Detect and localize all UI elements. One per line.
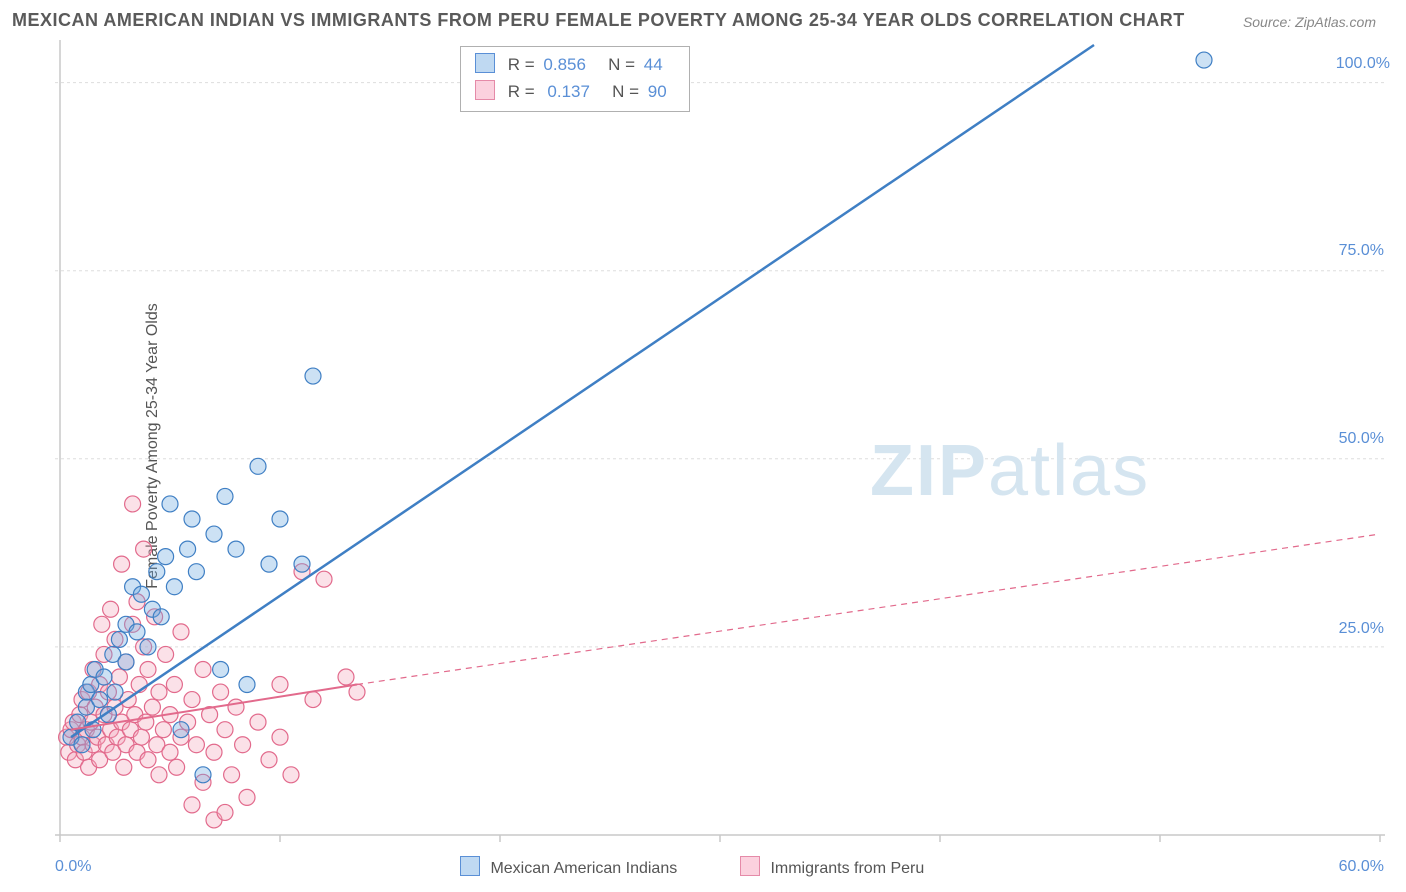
stats-box: R = 0.856 N = 44 R = 0.137 N = 90 — [460, 46, 690, 112]
legend-swatch-pink-icon — [740, 856, 760, 876]
r-value-blue: 0.856 — [543, 55, 586, 74]
y-axis-label-75: 75.0% — [1339, 242, 1384, 260]
chart-svg — [55, 40, 1385, 850]
y-axis-label-100: 100.0% — [1336, 55, 1390, 73]
stats-row-blue: R = 0.856 N = 44 — [475, 51, 675, 78]
stats-row-pink: R = 0.137 N = 90 — [475, 78, 675, 105]
n-value-blue: 44 — [644, 55, 663, 74]
swatch-blue-icon — [475, 53, 495, 73]
chart-container: MEXICAN AMERICAN INDIAN VS IMMIGRANTS FR… — [0, 0, 1406, 892]
r-label-blue: R = — [508, 55, 535, 74]
plot-area — [55, 40, 1385, 850]
legend-swatch-blue-icon — [460, 856, 480, 876]
legend-label-pink: Immigrants from Peru — [770, 860, 924, 877]
source-label: Source: ZipAtlas.com — [1243, 14, 1376, 30]
n-label-pink: N = — [612, 82, 639, 101]
x-axis-label-min: 0.0% — [55, 858, 91, 876]
x-axis-label-max: 60.0% — [1339, 858, 1384, 876]
r-value-pink: 0.137 — [547, 82, 590, 101]
swatch-pink-icon — [475, 80, 495, 100]
n-label-blue: N = — [608, 55, 635, 74]
y-axis-label-25: 25.0% — [1339, 620, 1384, 638]
legend-blue: Mexican American Indians — [460, 856, 677, 878]
y-axis-label-50: 50.0% — [1339, 430, 1384, 448]
chart-title: MEXICAN AMERICAN INDIAN VS IMMIGRANTS FR… — [12, 10, 1185, 31]
legend-label-blue: Mexican American Indians — [490, 860, 677, 877]
n-value-pink: 90 — [648, 82, 667, 101]
r-label-pink: R = — [508, 82, 535, 101]
legend-pink: Immigrants from Peru — [740, 856, 924, 878]
